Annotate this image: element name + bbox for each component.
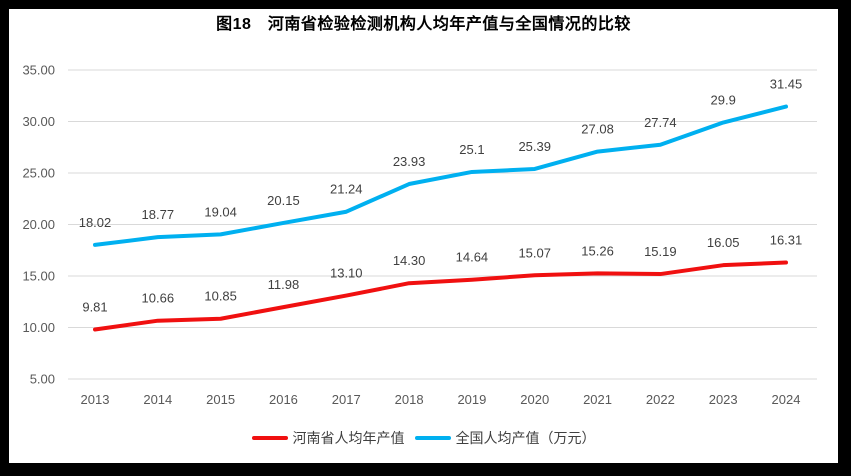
legend-label-henan: 河南省人均年产值: [292, 430, 405, 446]
y-axis-tick-label: 20.00: [22, 217, 55, 232]
national-data-label: 27.74: [644, 115, 677, 130]
legend-item-national: 全国人均产值（万元）: [414, 428, 596, 448]
henan-series-line: [93, 260, 788, 332]
henan-data-label: 13.10: [330, 266, 363, 281]
legend-item-henan: 河南省人均年产值: [251, 428, 405, 448]
national-data-label: 19.04: [204, 204, 237, 219]
national-data-label: 18.77: [142, 207, 175, 222]
henan-data-label: 16.31: [770, 233, 803, 248]
national-series-line: [93, 104, 788, 247]
national-data-label: 25.1: [459, 142, 484, 157]
x-axis-tick-label: 2016: [269, 392, 298, 407]
henan-data-label: 10.66: [142, 291, 175, 306]
y-axis-tick-label: 10.00: [22, 320, 55, 335]
x-axis-tick-label: 2017: [332, 392, 361, 407]
y-axis-tick-label: 25.00: [22, 166, 55, 181]
henan-data-label: 11.98: [268, 277, 300, 292]
henan-data-label: 9.81: [82, 299, 107, 314]
national-data-label: 20.15: [267, 193, 300, 208]
henan-series-swatch: [251, 436, 288, 440]
x-axis-tick-label: 2020: [520, 392, 549, 407]
x-axis-tick-label: 2014: [143, 392, 172, 407]
y-axis-tick-label: 15.00: [22, 269, 55, 284]
x-axis-tick-label: 2013: [81, 392, 110, 407]
henan-data-label: 16.05: [707, 235, 740, 250]
national-data-label: 29.9: [711, 93, 736, 108]
national-data-label: 25.39: [518, 139, 551, 154]
y-axis-tick-label: 5.00: [30, 372, 55, 387]
national-series-swatch: [414, 436, 451, 440]
national-data-label: 18.02: [79, 215, 112, 230]
henan-data-label: 15.07: [518, 245, 551, 260]
henan-data-label: 15.19: [644, 244, 677, 259]
henan-data-label: 14.30: [393, 253, 426, 268]
x-axis-tick-label: 2024: [772, 392, 801, 407]
chart-title: 图18 河南省检验检测机构人均年产值与全国情况的比较: [216, 16, 631, 33]
national-data-label: 23.93: [393, 154, 426, 169]
national-data-label: 21.24: [330, 182, 363, 197]
y-axis-tick-label: 30.00: [22, 114, 55, 129]
y-axis-tick-label: 35.00: [22, 63, 55, 78]
national-data-label: 27.08: [581, 122, 614, 137]
legend: 河南省人均年产值 全国人均产值（万元）: [9, 425, 838, 451]
x-axis-tick-label: 2018: [395, 392, 424, 407]
x-axis-tick-label: 2019: [457, 392, 486, 407]
national-data-label: 31.45: [770, 77, 803, 92]
henan-data-label: 15.26: [581, 243, 614, 258]
henan-data-label: 14.64: [456, 250, 489, 265]
line-chart: 5.00 10.00 15.00 20.00 25.00 30.00 35.00 2013 20…: [22, 63, 817, 407]
x-axis-tick-label: 2023: [709, 392, 738, 407]
x-axis-tick-label: 2015: [206, 392, 235, 407]
x-axis-tick-label: 2022: [646, 392, 675, 407]
legend-label-national: 全国人均产值（万元）: [455, 430, 596, 446]
henan-data-label: 10.85: [204, 289, 237, 304]
x-axis-tick-label: 2021: [583, 392, 612, 407]
